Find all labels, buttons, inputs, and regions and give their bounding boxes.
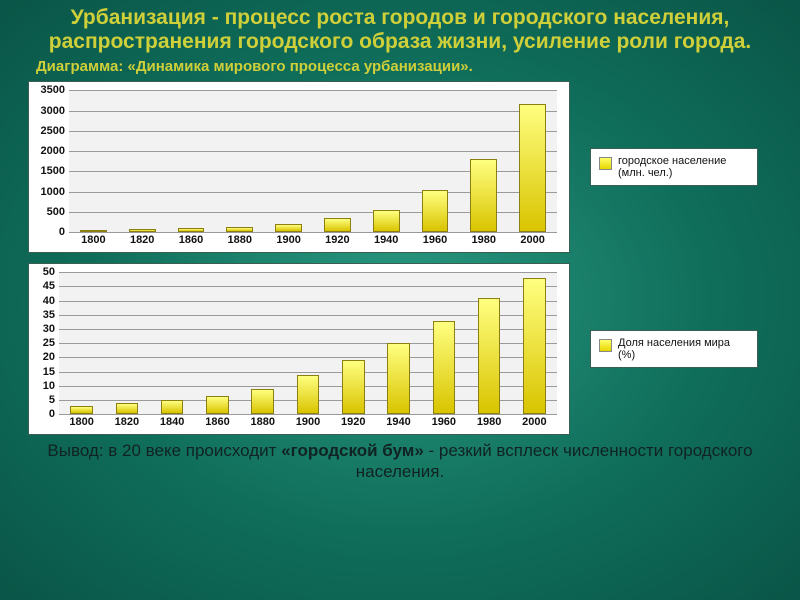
x-tick-label: 2000 — [522, 414, 546, 428]
x-tick-label: 1980 — [477, 414, 501, 428]
grid-line — [69, 151, 557, 152]
chart1-plot: 0500100015002000250030003500180018201860… — [69, 90, 557, 232]
y-tick-label: 5 — [49, 394, 59, 406]
chart2-legend-label: Доля населения мира (%) — [618, 337, 749, 361]
y-tick-label: 2500 — [41, 125, 69, 137]
y-tick-label: 40 — [43, 295, 59, 307]
bar — [422, 190, 449, 233]
y-tick-label: 1500 — [41, 165, 69, 177]
x-tick-label: 1880 — [250, 414, 274, 428]
bar — [251, 389, 274, 415]
grid-line — [69, 131, 557, 132]
legend-swatch-icon — [599, 339, 612, 352]
x-tick-label: 1860 — [205, 414, 229, 428]
footer-bold: «городской бум» — [281, 441, 424, 460]
grid-line — [59, 272, 557, 273]
x-tick-label: 1820 — [115, 414, 139, 428]
y-tick-label: 35 — [43, 309, 59, 321]
chart-subtitle: Диаграмма: «Динамика мирового процесса у… — [36, 58, 800, 75]
y-tick-label: 500 — [47, 206, 69, 218]
chart2-row: 0 5 10 15 20 25 30 35 40 45 50 1800 1820 1840 1860 1880… — [0, 263, 800, 435]
y-tick-label: 20 — [43, 351, 59, 363]
chart2-plot: 0510152025303540455018001820184018601880… — [59, 272, 557, 414]
legend-swatch-icon — [599, 157, 612, 170]
y-tick-label: 45 — [43, 280, 59, 292]
x-tick-label: 1900 — [276, 232, 300, 246]
y-tick-label: 2000 — [41, 145, 69, 157]
chart1-row: 0 500 1000 1500 2000 2500 3000 3500 1800 1820 1860… — [0, 81, 800, 253]
y-tick-label: 10 — [43, 380, 59, 392]
bar — [387, 343, 410, 414]
bar — [433, 321, 456, 415]
bar — [324, 218, 351, 232]
bar — [275, 224, 302, 232]
x-tick-label: 1960 — [432, 414, 456, 428]
chart1-legend-label: городское население (млн. чел.) — [618, 155, 749, 179]
bar — [297, 375, 320, 415]
y-tick-label: 50 — [43, 266, 59, 278]
page-title: Урбанизация - процесс роста городов и го… — [20, 6, 780, 54]
y-tick-label: 1000 — [41, 186, 69, 198]
x-tick-label: 1800 — [69, 414, 93, 428]
x-tick-label: 1880 — [228, 232, 252, 246]
y-tick-label: 15 — [43, 366, 59, 378]
grid-line — [59, 286, 557, 287]
y-tick-label: 3000 — [41, 105, 69, 117]
x-tick-label: 1820 — [130, 232, 154, 246]
x-tick-label: 1920 — [341, 414, 365, 428]
bar — [523, 278, 546, 414]
y-tick-label: 3500 — [41, 84, 69, 96]
grid-line — [69, 111, 557, 112]
chart1-box: 0 500 1000 1500 2000 2500 3000 3500 1800 1820 1860… — [28, 81, 570, 253]
x-tick-label: 1800 — [81, 232, 105, 246]
footer-text: Вывод: в 20 веке происходит «городской б… — [10, 441, 790, 482]
x-tick-label: 1980 — [472, 232, 496, 246]
bar — [342, 360, 365, 414]
bar — [470, 159, 497, 232]
bar — [70, 406, 93, 415]
bar — [478, 298, 501, 414]
x-tick-label: 1940 — [386, 414, 410, 428]
bar — [519, 104, 546, 232]
bar — [161, 400, 184, 414]
chart2-legend: Доля населения мира (%) — [590, 330, 758, 368]
x-tick-label: 1860 — [179, 232, 203, 246]
x-tick-label: 1940 — [374, 232, 398, 246]
x-tick-label: 1900 — [296, 414, 320, 428]
footer-prefix: Вывод: в 20 веке происходит — [47, 441, 281, 460]
bar — [373, 210, 400, 232]
x-tick-label: 1960 — [423, 232, 447, 246]
bar — [206, 396, 229, 414]
y-tick-label: 25 — [43, 337, 59, 349]
y-tick-label: 0 — [49, 408, 59, 420]
x-tick-label: 1920 — [325, 232, 349, 246]
x-tick-label: 1840 — [160, 414, 184, 428]
y-tick-label: 0 — [59, 226, 69, 238]
chart1-legend: городское население (млн. чел.) — [590, 148, 758, 186]
chart2-box: 0 5 10 15 20 25 30 35 40 45 50 1800 1820 1840 1860 1880… — [28, 263, 570, 435]
bar — [116, 403, 139, 414]
grid-line — [69, 90, 557, 91]
y-tick-label: 30 — [43, 323, 59, 335]
x-tick-label: 2000 — [520, 232, 544, 246]
